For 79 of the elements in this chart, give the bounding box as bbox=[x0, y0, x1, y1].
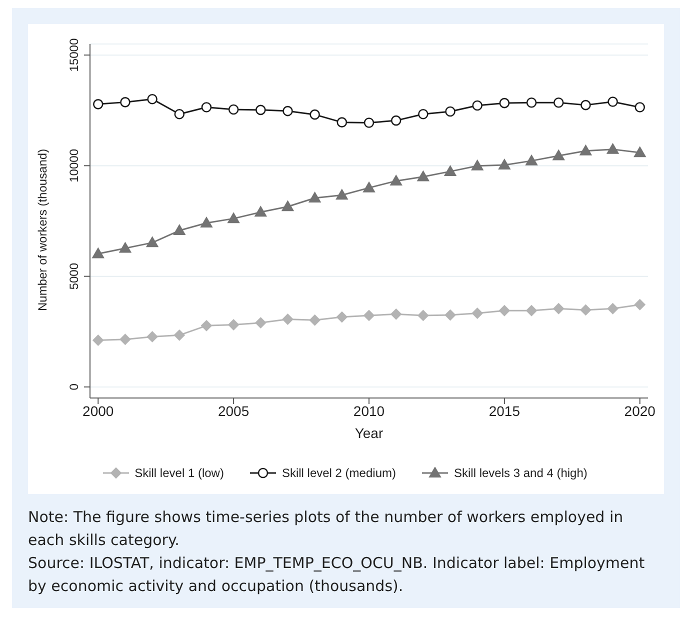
point bbox=[282, 314, 294, 325]
point bbox=[498, 159, 510, 170]
point bbox=[92, 248, 104, 258]
source-note: Source: ILOSTAT, indicator: EMP_TEMP_ECO_OCU_NB. Indicator label: Employment by economic activity and occupation (thousands). bbox=[28, 553, 646, 597]
point bbox=[472, 308, 483, 319]
point bbox=[336, 312, 348, 323]
point bbox=[309, 314, 320, 326]
point bbox=[282, 106, 293, 116]
point bbox=[526, 154, 538, 166]
point bbox=[417, 170, 430, 182]
x-tick-label: 2010 bbox=[353, 402, 385, 419]
point bbox=[390, 115, 402, 126]
point bbox=[336, 189, 348, 200]
point bbox=[310, 109, 320, 120]
point bbox=[147, 94, 158, 104]
point bbox=[390, 174, 402, 186]
point bbox=[526, 305, 538, 316]
point bbox=[228, 319, 240, 330]
point bbox=[364, 118, 374, 128]
point bbox=[336, 117, 348, 128]
point bbox=[444, 165, 456, 176]
point bbox=[255, 104, 266, 116]
point bbox=[580, 100, 591, 110]
point bbox=[146, 236, 158, 248]
point bbox=[200, 320, 212, 332]
point bbox=[146, 331, 158, 342]
point bbox=[472, 100, 482, 111]
legend-label: Skill levels 3 and 4 (high) bbox=[454, 466, 588, 480]
y-tick-label: 10000 bbox=[67, 148, 81, 182]
point bbox=[580, 304, 592, 316]
point bbox=[552, 150, 565, 160]
point bbox=[418, 310, 429, 321]
x-axis-title: Year bbox=[354, 425, 384, 441]
point bbox=[499, 98, 510, 108]
point bbox=[606, 143, 619, 154]
text: Note: The figure shows time-series plots of the number of workers employed in each skills category. bbox=[28, 507, 624, 551]
point bbox=[119, 242, 132, 253]
point bbox=[120, 97, 130, 108]
point bbox=[553, 97, 564, 108]
point bbox=[607, 303, 618, 314]
point bbox=[634, 102, 646, 112]
point bbox=[580, 144, 592, 156]
point bbox=[608, 96, 618, 107]
point bbox=[173, 224, 186, 236]
point bbox=[526, 97, 537, 108]
point bbox=[471, 160, 484, 170]
point bbox=[92, 99, 104, 110]
point bbox=[254, 206, 267, 217]
point bbox=[174, 330, 185, 341]
point bbox=[174, 108, 185, 120]
point bbox=[255, 317, 266, 328]
point bbox=[445, 106, 456, 117]
x-tick-label: 2000 bbox=[82, 402, 114, 419]
point bbox=[364, 310, 374, 321]
x-tick-label: 2020 bbox=[624, 402, 656, 419]
x-tick-label: 2015 bbox=[488, 402, 520, 419]
legend-label: Skill level 2 (medium) bbox=[282, 466, 396, 480]
point bbox=[553, 303, 564, 314]
point bbox=[418, 108, 428, 120]
point bbox=[498, 305, 510, 316]
point bbox=[228, 104, 239, 115]
point bbox=[228, 212, 240, 224]
point bbox=[92, 334, 104, 346]
point bbox=[363, 182, 375, 192]
point bbox=[120, 334, 131, 345]
y-tick-label: 5000 bbox=[67, 262, 81, 290]
y-axis-title: Number of workers (thousand) bbox=[35, 148, 50, 311]
point bbox=[444, 310, 456, 321]
point bbox=[634, 299, 646, 310]
point bbox=[634, 146, 646, 158]
point bbox=[308, 192, 321, 202]
point bbox=[282, 200, 294, 212]
point bbox=[200, 216, 212, 228]
point bbox=[201, 102, 212, 112]
legend-label: Skill level 1 (low) bbox=[134, 466, 224, 480]
y-tick-label: 15000 bbox=[67, 38, 81, 72]
y-tick-label: 0 bbox=[67, 383, 81, 390]
x-tick-label: 2005 bbox=[218, 402, 250, 419]
point bbox=[390, 308, 402, 320]
